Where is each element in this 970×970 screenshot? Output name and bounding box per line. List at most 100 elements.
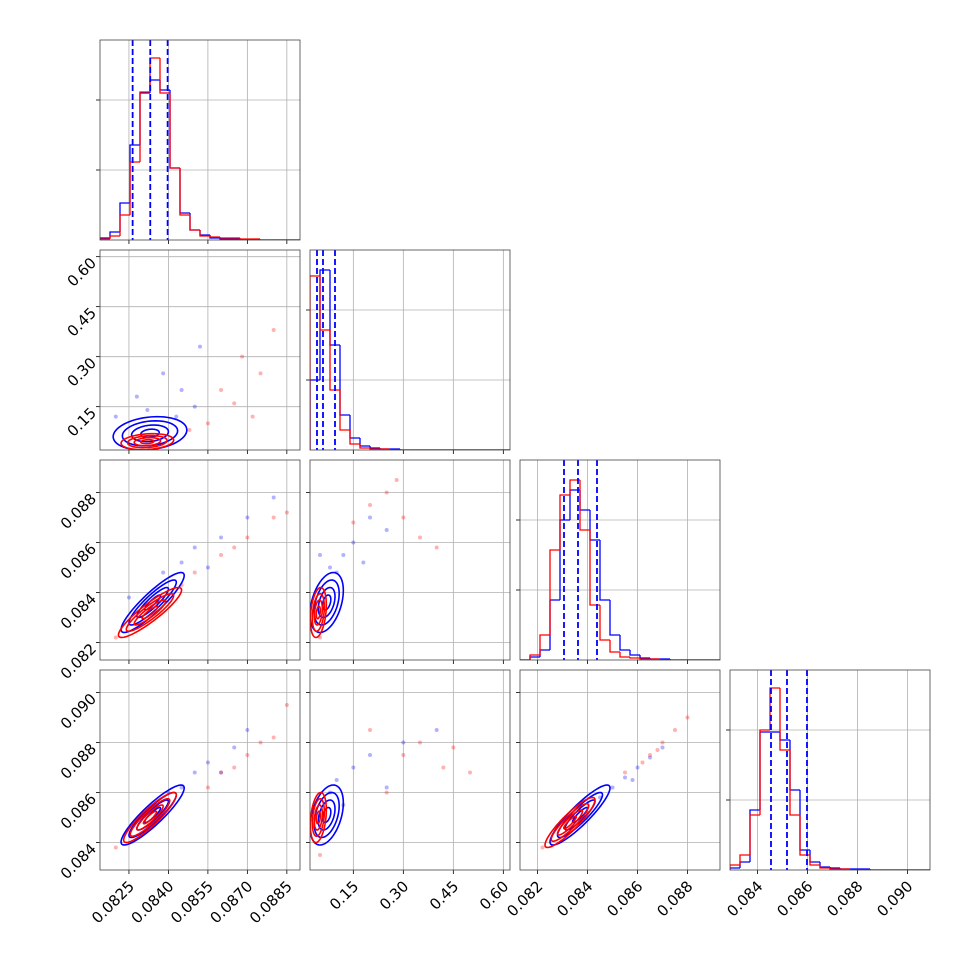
x-tick-label: 0.45 xyxy=(426,877,462,913)
scatter-point xyxy=(318,853,322,857)
scatter-point xyxy=(250,414,255,419)
panel-frame xyxy=(519,669,721,871)
panel-frame xyxy=(99,669,301,871)
y-tick-label: 0.45 xyxy=(64,304,100,340)
x-tick-label: 0.090 xyxy=(873,877,916,920)
histogram-step xyxy=(609,600,620,636)
scatter-point xyxy=(179,785,184,790)
histogram-step xyxy=(179,168,190,216)
scatter-point xyxy=(245,728,250,732)
histogram-step xyxy=(819,865,830,869)
histogram-step xyxy=(539,634,550,655)
scatter-point xyxy=(418,740,422,745)
histogram-step xyxy=(369,446,380,449)
histogram-step xyxy=(310,275,320,450)
contour xyxy=(311,797,326,838)
x-tick-label: 0.30 xyxy=(376,877,412,913)
histogram-step xyxy=(109,231,120,238)
panel-frame xyxy=(309,669,511,871)
contour xyxy=(313,599,324,626)
contour xyxy=(122,791,178,844)
scatter-point xyxy=(161,570,166,575)
histogram-step xyxy=(549,599,560,650)
x-tick-label: 0.084 xyxy=(723,877,766,920)
scatter-point xyxy=(368,503,372,507)
y-tick-label: 0.088 xyxy=(57,740,100,783)
scatter-point xyxy=(351,765,356,770)
contour xyxy=(315,605,322,620)
histogram-step xyxy=(349,430,360,445)
histogram-step xyxy=(819,862,830,868)
contour xyxy=(317,799,336,831)
scatter-point xyxy=(179,560,184,565)
histogram-step xyxy=(149,79,160,93)
y-tick-label: 0.15 xyxy=(64,404,100,440)
x-tick-label: 0.088 xyxy=(823,877,866,920)
histogram-step xyxy=(730,864,740,870)
y-tick-label: 0.60 xyxy=(64,254,100,290)
panel xyxy=(100,670,300,870)
contour xyxy=(120,432,175,450)
x-tick-label: 0.084 xyxy=(553,877,596,920)
histogram-step xyxy=(730,867,740,870)
histogram-step xyxy=(659,659,670,660)
scatter-point xyxy=(219,388,224,392)
histogram-step xyxy=(559,519,570,600)
histogram-step xyxy=(349,415,360,439)
contour xyxy=(562,815,578,830)
histogram-step xyxy=(739,854,750,865)
panel xyxy=(310,460,510,660)
panel-frame xyxy=(99,249,301,451)
histogram-step xyxy=(179,168,190,214)
histogram-step xyxy=(389,449,400,450)
histogram-step xyxy=(139,92,150,145)
scatter-point xyxy=(271,495,276,500)
contour xyxy=(313,804,324,831)
x-tick-label: 0.088 xyxy=(653,877,696,920)
contour xyxy=(556,791,604,839)
y-tick-label: 0.30 xyxy=(64,354,100,390)
histogram-step xyxy=(119,202,130,232)
histogram-step xyxy=(579,490,590,511)
histogram-step xyxy=(129,161,140,215)
histogram-step xyxy=(169,90,180,169)
histogram-step xyxy=(759,729,770,815)
contour xyxy=(544,796,596,849)
scatter-point xyxy=(284,510,289,515)
histogram-step xyxy=(809,855,820,866)
x-tick-label: 0.0825 xyxy=(88,877,138,927)
scatter-point xyxy=(219,553,224,557)
scatter-point xyxy=(401,740,406,745)
scatter-point xyxy=(198,344,202,349)
histogram-step xyxy=(199,230,210,237)
histogram-step xyxy=(139,91,150,162)
contour xyxy=(317,586,336,619)
panel-frame xyxy=(309,249,511,451)
histogram-step xyxy=(609,640,620,653)
scatter-point xyxy=(394,478,399,482)
scatter-point xyxy=(187,428,192,432)
scatter-point xyxy=(219,770,224,775)
scatter-point xyxy=(232,545,237,550)
contour xyxy=(141,605,159,620)
scatter-point xyxy=(232,745,237,750)
histogram-step xyxy=(579,480,590,531)
scatter-point xyxy=(351,540,356,545)
contour xyxy=(136,804,164,831)
histogram-step xyxy=(769,687,780,730)
histogram-step xyxy=(669,659,680,660)
contour xyxy=(310,571,345,634)
histogram-step xyxy=(749,809,760,862)
contour xyxy=(550,802,590,843)
histogram-step xyxy=(109,235,120,239)
scatter-point xyxy=(328,565,332,570)
histogram-step xyxy=(799,815,810,856)
scatter-point xyxy=(271,515,276,520)
panel xyxy=(100,250,300,450)
histogram-step xyxy=(809,850,820,863)
scatter-point xyxy=(271,328,276,332)
scatter-point xyxy=(368,753,372,757)
panel xyxy=(310,670,510,870)
histogram-step xyxy=(559,494,570,550)
